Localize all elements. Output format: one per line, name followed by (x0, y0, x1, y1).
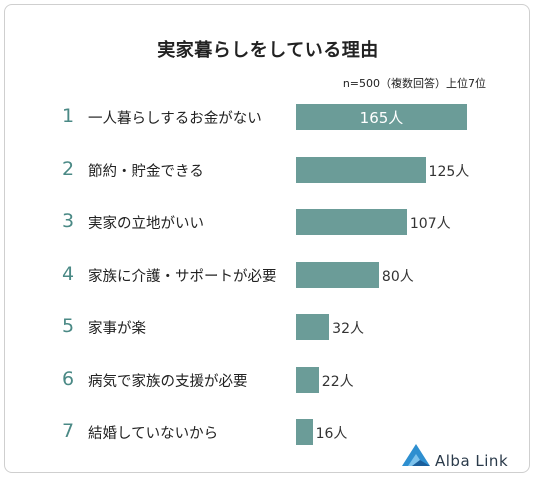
value-label: 16人 (315, 426, 348, 442)
category-label: 家族に介護・サポートが必要 (88, 268, 277, 285)
rank-number: 6 (61, 367, 75, 390)
category-label: 家事が楽 (88, 321, 146, 337)
bar (296, 366, 319, 393)
bar (296, 104, 467, 130)
bar (296, 209, 407, 235)
value-label: 22人 (321, 373, 354, 390)
rank-number: 1 (61, 105, 75, 127)
rank-number: 4 (61, 262, 75, 285)
value-label: 32人 (332, 321, 364, 337)
brand-name: Alba Link (435, 452, 509, 470)
value-label: 107人 (409, 216, 451, 232)
category-label: 病気で家族の支援が必要 (88, 373, 248, 390)
bar (296, 156, 426, 183)
value-label: 125人 (428, 163, 470, 180)
rank-number: 5 (61, 315, 75, 337)
bar (296, 261, 379, 288)
value-label: 80人 (381, 268, 414, 285)
chart-title: 実家暮らしをしている理由 (157, 40, 379, 61)
chart-frame (4, 4, 530, 473)
value-label: 165人 (359, 109, 404, 127)
chart-subtitle: n=500（複数回答）上位7位 (342, 77, 486, 90)
category-label: 実家の立地がいい (88, 216, 204, 232)
category-label: 一人暮らしするお金がない (88, 111, 262, 127)
rank-number: 7 (61, 420, 75, 442)
bar (296, 419, 313, 445)
category-label: 節約・貯金できる (88, 163, 204, 180)
rank-number: 2 (61, 157, 75, 180)
alba-link-logo-icon (402, 444, 430, 466)
bar (296, 314, 330, 340)
rank-number: 3 (61, 210, 75, 232)
category-label: 結婚していないから (88, 426, 219, 442)
